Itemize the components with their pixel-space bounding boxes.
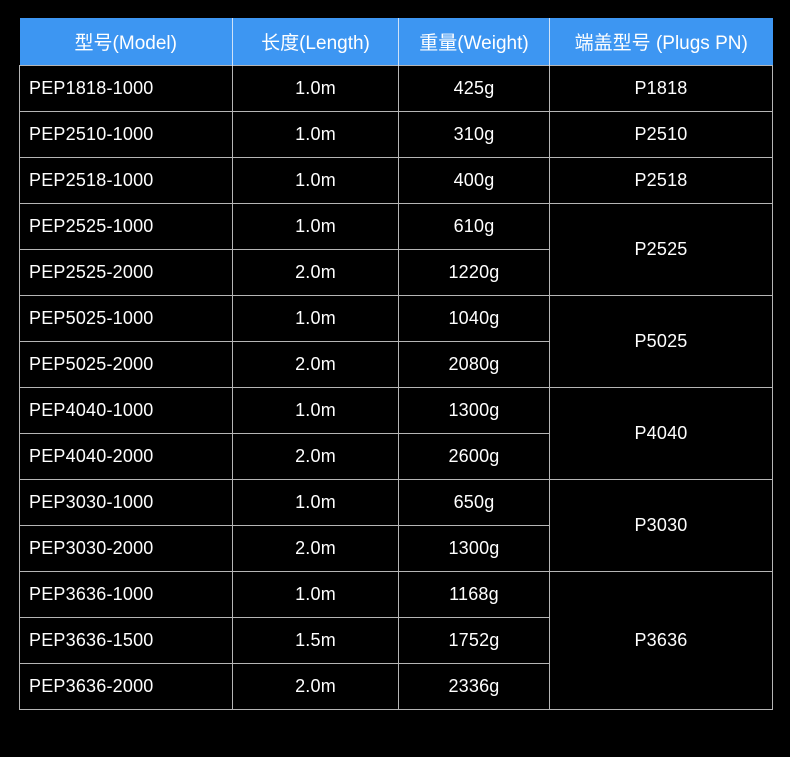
model-cell: PEP5025-1000 (19, 294, 233, 342)
table-row: PEP5025-2000 2.0m 2080g (19, 340, 773, 388)
plug-cell-merged: P3636 (549, 570, 773, 710)
weight-cell: 425g (398, 64, 550, 112)
model-cell: PEP3636-1500 (19, 616, 233, 664)
length-cell: 1.0m (232, 110, 399, 158)
table-row: PEP2525-2000 2.0m 1220g (19, 248, 773, 296)
weight-cell: 1040g (398, 294, 550, 342)
plug-cell-merged: P2525 (549, 202, 773, 296)
model-cell: PEP2525-1000 (19, 202, 233, 250)
length-cell: 1.0m (232, 202, 399, 250)
weight-cell: 2080g (398, 340, 550, 388)
length-cell: 2.0m (232, 248, 399, 296)
header-weight: 重量(Weight) (398, 18, 550, 65)
table-row: PEP2510-1000 1.0m 310g P2510 (19, 110, 773, 158)
table-row: PEP3636-2000 2.0m 2336g (19, 662, 773, 710)
model-cell: PEP3030-2000 (19, 524, 233, 572)
length-cell: 1.0m (232, 156, 399, 204)
weight-cell: 310g (398, 110, 550, 158)
header-plug: 端盖型号 (Plugs PN) (549, 18, 773, 65)
spec-table: 型号(Model) 长度(Length) 重量(Weight) 端盖型号 (Pl… (19, 18, 773, 710)
length-cell: 1.0m (232, 64, 399, 112)
spec-table-body: PEP1818-1000 1.0m 425g P1818 PEP2510-100… (19, 64, 773, 710)
length-cell: 2.0m (232, 662, 399, 710)
header-model: 型号(Model) (19, 18, 233, 65)
model-cell: PEP4040-1000 (19, 386, 233, 434)
table-row: PEP3636-1000 1.0m 1168g P3636 (19, 570, 773, 710)
model-cell: PEP2518-1000 (19, 156, 233, 204)
model-cell: PEP3636-2000 (19, 662, 233, 710)
length-cell: 1.0m (232, 478, 399, 526)
table-row: PEP3030-1000 1.0m 650g P3030 (19, 478, 773, 572)
table-row: PEP4040-2000 2.0m 2600g (19, 432, 773, 480)
weight-cell: 1300g (398, 524, 550, 572)
model-cell: PEP1818-1000 (19, 64, 233, 112)
weight-cell: 1220g (398, 248, 550, 296)
length-cell: 2.0m (232, 340, 399, 388)
table-row: PEP4040-1000 1.0m 1300g P4040 (19, 386, 773, 480)
weight-cell: 650g (398, 478, 550, 526)
header-row: 型号(Model) 长度(Length) 重量(Weight) 端盖型号 (Pl… (19, 18, 773, 65)
weight-cell: 1168g (398, 570, 550, 618)
table-row: PEP1818-1000 1.0m 425g P1818 (19, 64, 773, 112)
weight-cell: 1300g (398, 386, 550, 434)
length-cell: 1.0m (232, 386, 399, 434)
length-cell: 1.5m (232, 616, 399, 664)
length-cell: 1.0m (232, 294, 399, 342)
plug-cell-merged: P3030 (549, 478, 773, 572)
table-row: PEP3636-1500 1.5m 1752g (19, 616, 773, 664)
model-cell: PEP2525-2000 (19, 248, 233, 296)
weight-cell: 1752g (398, 616, 550, 664)
length-cell: 1.0m (232, 570, 399, 618)
plug-cell: P2510 (549, 110, 773, 158)
plug-cell-merged: P5025 (549, 294, 773, 388)
weight-cell: 2600g (398, 432, 550, 480)
spec-table-header: 型号(Model) 长度(Length) 重量(Weight) 端盖型号 (Pl… (19, 18, 773, 65)
weight-cell: 610g (398, 202, 550, 250)
table-row: PEP3030-2000 2.0m 1300g (19, 524, 773, 572)
plug-cell: P2518 (549, 156, 773, 204)
model-cell: PEP3030-1000 (19, 478, 233, 526)
plug-cell-merged: P4040 (549, 386, 773, 480)
table-row: PEP2518-1000 1.0m 400g P2518 (19, 156, 773, 204)
model-cell: PEP2510-1000 (19, 110, 233, 158)
table-row: PEP5025-1000 1.0m 1040g P5025 (19, 294, 773, 388)
weight-cell: 2336g (398, 662, 550, 710)
length-cell: 2.0m (232, 524, 399, 572)
model-cell: PEP4040-2000 (19, 432, 233, 480)
weight-cell: 400g (398, 156, 550, 204)
plug-cell: P1818 (549, 64, 773, 112)
model-cell: PEP3636-1000 (19, 570, 233, 618)
table-row: PEP2525-1000 1.0m 610g P2525 (19, 202, 773, 296)
length-cell: 2.0m (232, 432, 399, 480)
model-cell: PEP5025-2000 (19, 340, 233, 388)
header-length: 长度(Length) (232, 18, 399, 65)
